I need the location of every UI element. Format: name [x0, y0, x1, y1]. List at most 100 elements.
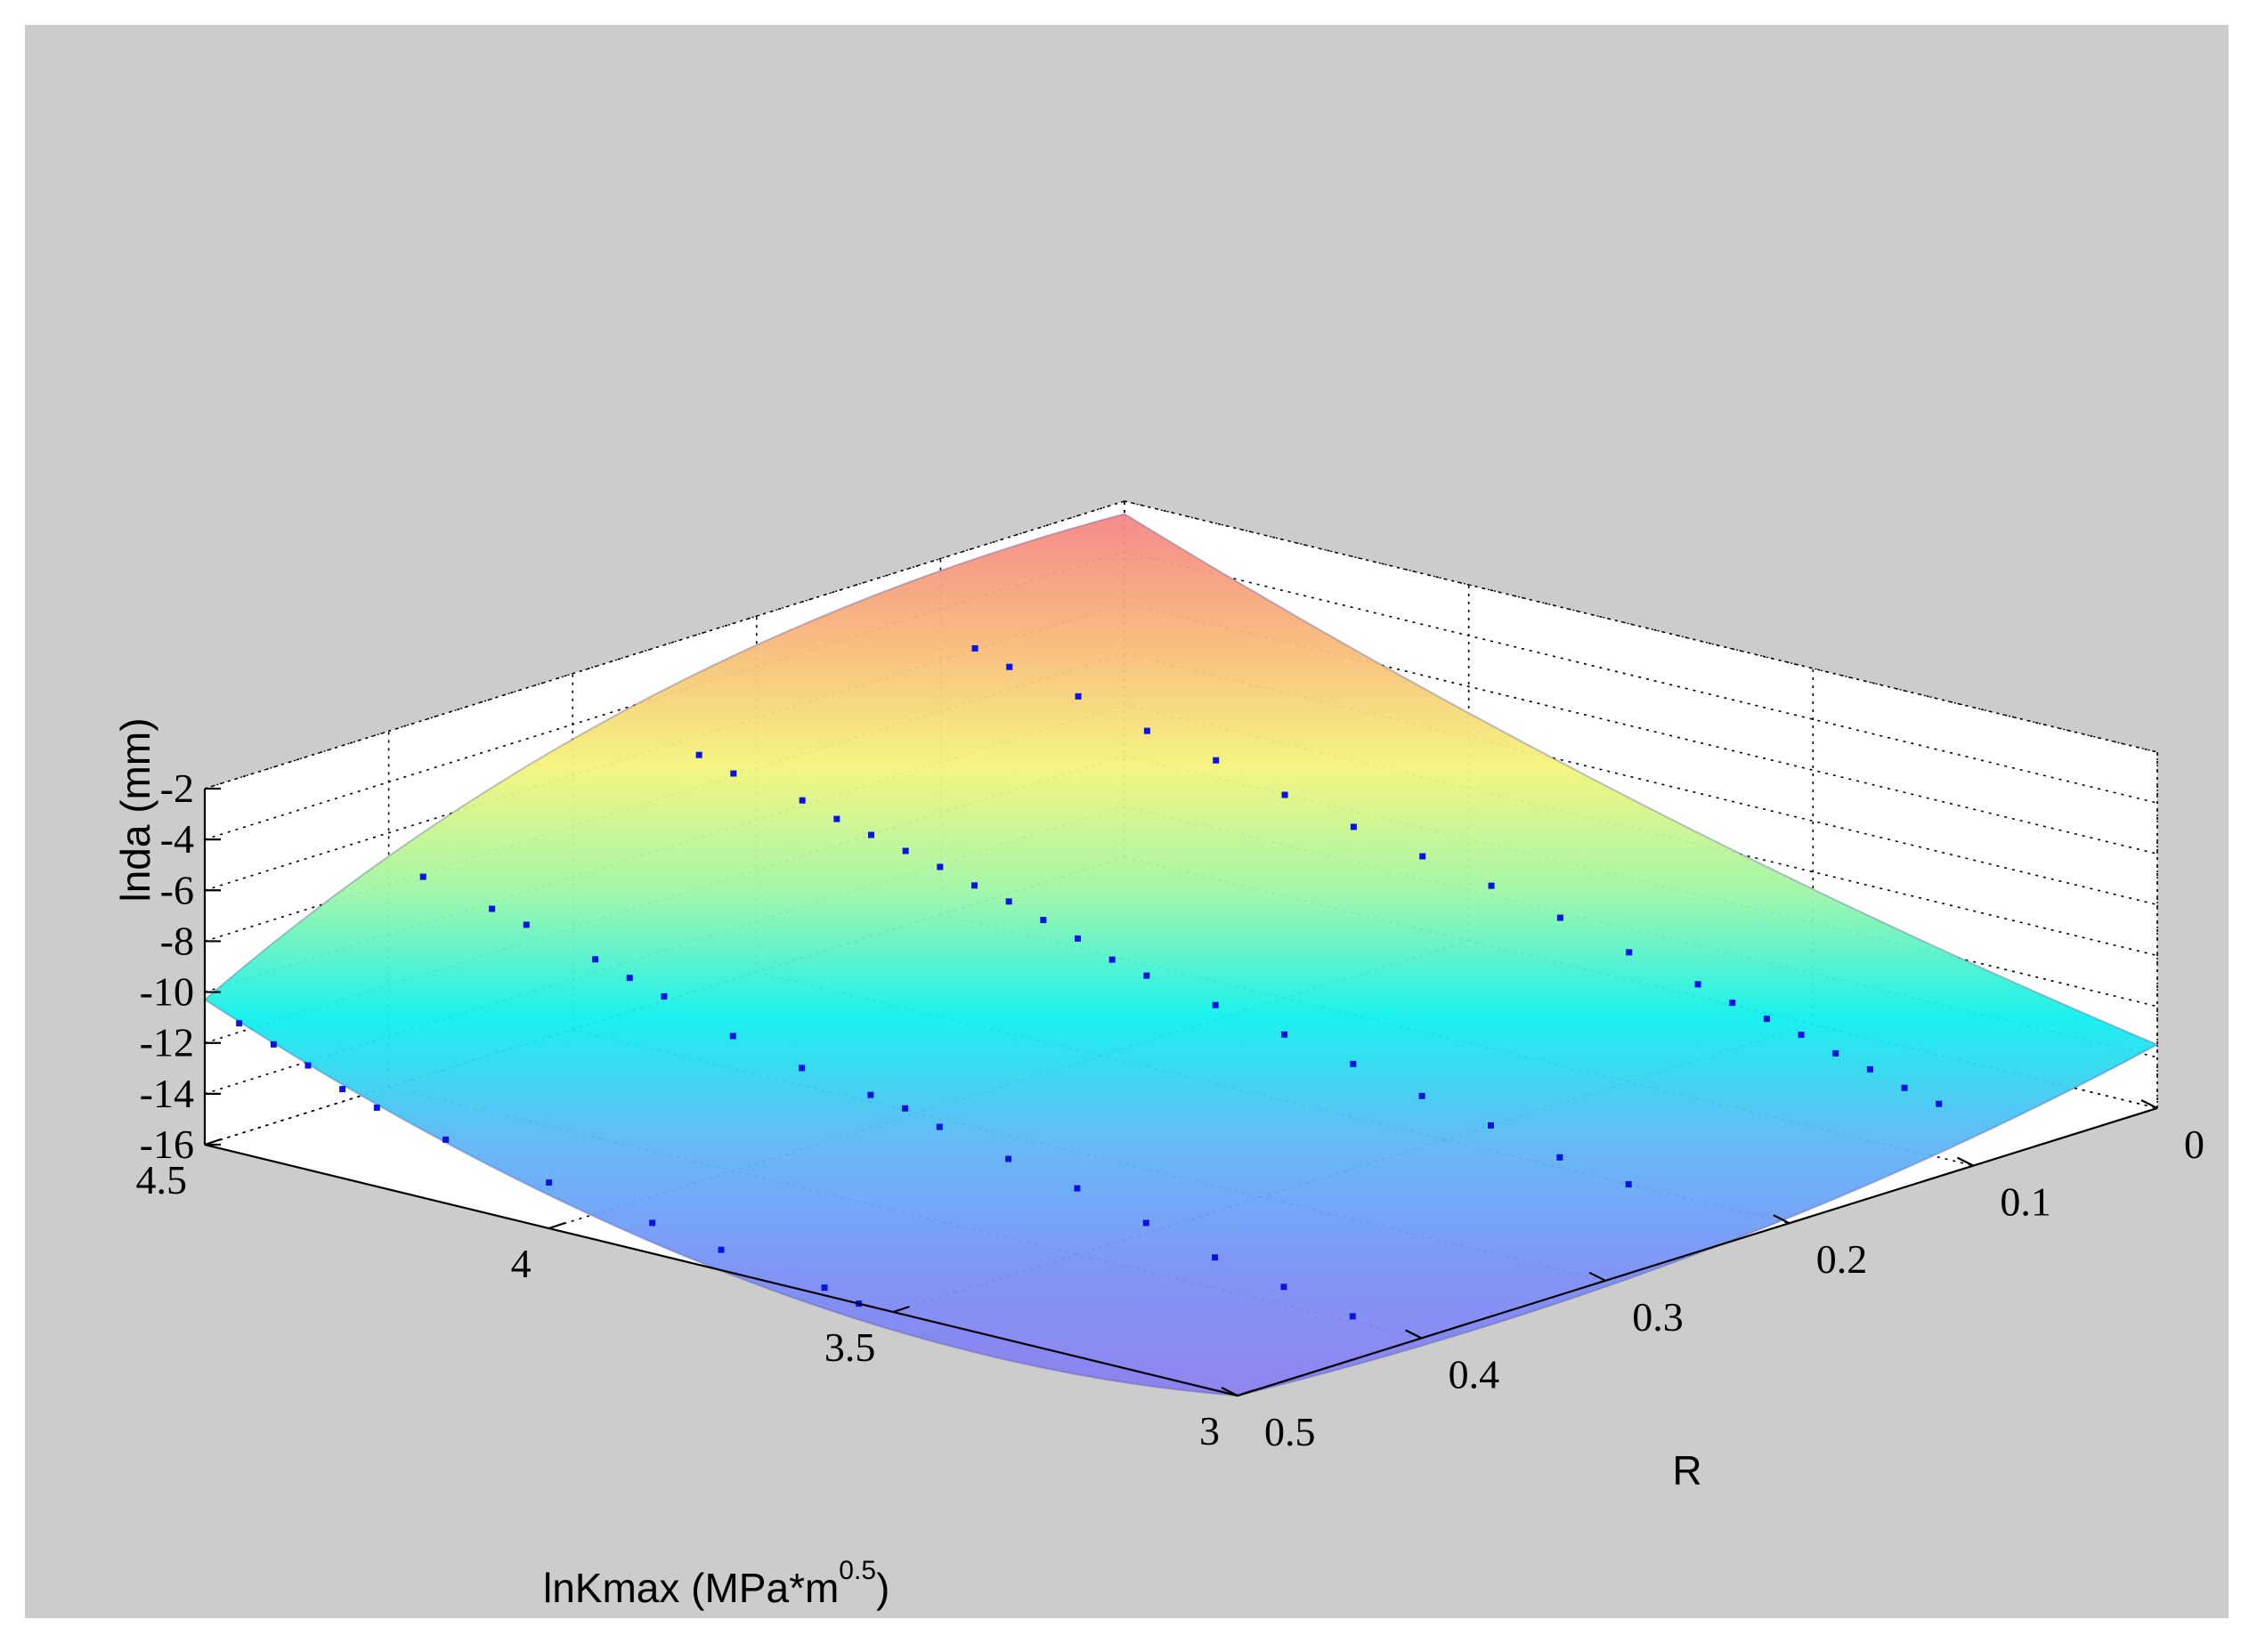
scatter-point [270, 1041, 277, 1048]
scatter-point [523, 921, 530, 928]
scatter-point [592, 956, 599, 963]
x-axis-line [1237, 1106, 2158, 1397]
scatter-point [1142, 1219, 1149, 1227]
scatter-point [1005, 1155, 1012, 1162]
box-top-right [1124, 500, 2158, 753]
z-tick-label: -12 [140, 1020, 194, 1065]
scatter-point [373, 1104, 380, 1111]
scatter-point [1212, 1254, 1219, 1261]
scatter-point [1556, 1154, 1563, 1161]
x-tick-mark [2140, 1099, 2158, 1109]
scatter-point [1350, 1060, 1357, 1067]
x-tick-mark [1588, 1271, 1606, 1282]
scatter-point [1556, 914, 1563, 921]
scatter-point [1213, 757, 1220, 764]
scatter-point [1143, 972, 1150, 979]
scatter-point [718, 1246, 725, 1253]
scatter-points [236, 644, 1943, 1320]
scatter-point [799, 1065, 806, 1072]
scatter-point [1006, 663, 1013, 670]
y-tick-label: 4 [511, 1241, 532, 1286]
scatter-point [799, 797, 806, 804]
scatter-point [1866, 1065, 1873, 1073]
scatter-point [661, 992, 668, 1000]
scatter-point [1488, 882, 1495, 889]
y-axis-line [204, 1143, 1238, 1397]
scatter-point [442, 1136, 450, 1143]
scatter-point [1280, 1284, 1287, 1291]
scatter-point [902, 847, 909, 854]
y-axis-title-main: lnKmax (MPa*m [543, 1565, 839, 1611]
x-tick-label: 0 [2184, 1122, 2204, 1167]
z-tick-label: -14 [140, 1071, 194, 1116]
scatter-point [489, 905, 496, 912]
scatter-point [1075, 935, 1081, 942]
scatter-point [971, 882, 978, 889]
scatter-point [1901, 1084, 1908, 1091]
scatter-point [1143, 727, 1150, 734]
scatter-point [1488, 1122, 1494, 1129]
scatter-point [902, 1105, 909, 1112]
z-axis-title: lnda (mm) [112, 717, 158, 902]
x-axis-title: R [1672, 1447, 1701, 1494]
z-tick-label: -4 [160, 816, 194, 862]
x-tick-label: 0.4 [1449, 1351, 1500, 1397]
tick-labels: -2 -4 -6 -8 -10 -12 -14 -16 0 0.1 0.2 0.3 0.4 0.5 3 3.5… [136, 765, 2205, 1454]
scatter-point [1281, 791, 1288, 798]
scatter-point [1798, 1032, 1805, 1039]
axes-lines [203, 500, 2158, 1397]
x-tick-mark [1405, 1329, 1423, 1340]
scatter-point [1040, 917, 1047, 924]
y-tick-mark [1237, 1389, 1254, 1397]
y-tick-mark [548, 1221, 566, 1230]
scatter-point [1074, 1185, 1081, 1192]
y-tick-mark [892, 1305, 910, 1314]
y-axis-title-sup: 0.5 [839, 1556, 876, 1585]
y-axis-title-close: ) [876, 1565, 889, 1611]
scatter-point [1419, 853, 1426, 860]
scatter-point [1763, 1016, 1770, 1023]
y-tick-label: 4.5 [136, 1157, 188, 1203]
z-tick-label: -16 [140, 1122, 194, 1167]
grid-z-left [204, 500, 1125, 790]
scatter-point [1418, 1092, 1425, 1099]
scatter-point [937, 863, 944, 871]
scatter-point [1281, 1031, 1287, 1038]
scatter-point [730, 770, 737, 777]
scatter-point [971, 644, 978, 652]
scatter-point [649, 1219, 656, 1227]
x-tick-label: 0.5 [1264, 1409, 1316, 1454]
scatter-point [1729, 1000, 1736, 1007]
z-tick-label: -6 [160, 867, 194, 912]
y-tick-mark [204, 1138, 222, 1146]
scatter-point [833, 815, 840, 822]
scatter-point [1626, 949, 1633, 956]
scatter-point [419, 873, 426, 880]
scatter-point [1212, 1001, 1219, 1008]
z-tick-label: -8 [160, 918, 194, 963]
scatter-point [304, 1062, 312, 1069]
scatter-point [1350, 823, 1357, 830]
scatter-point [695, 751, 702, 758]
scatter-point [1694, 981, 1701, 988]
y-axis-title: lnKmax (MPa*m0.5) [543, 1556, 889, 1611]
z-tick-label: -2 [160, 765, 194, 811]
scatter-point [626, 975, 633, 982]
scatter-point [546, 1179, 553, 1186]
scatter-point [339, 1086, 346, 1093]
scatter-point [868, 831, 874, 838]
y-tick-label: 3 [1199, 1408, 1220, 1454]
scatter-point [867, 1091, 874, 1098]
scatter-point [1936, 1100, 1943, 1107]
scatter-point [1832, 1049, 1839, 1057]
x-tick-mark [1221, 1387, 1238, 1397]
scatter-point [1005, 898, 1012, 905]
z-tick-label: -10 [140, 969, 194, 1015]
scatter-point [936, 1123, 943, 1130]
scatter-point [1075, 692, 1082, 700]
grid-z-right [1124, 551, 2158, 804]
x-tick-mark [1956, 1156, 1974, 1167]
x-tick-label: 0.3 [1632, 1294, 1684, 1340]
scatter-point [1349, 1313, 1356, 1320]
